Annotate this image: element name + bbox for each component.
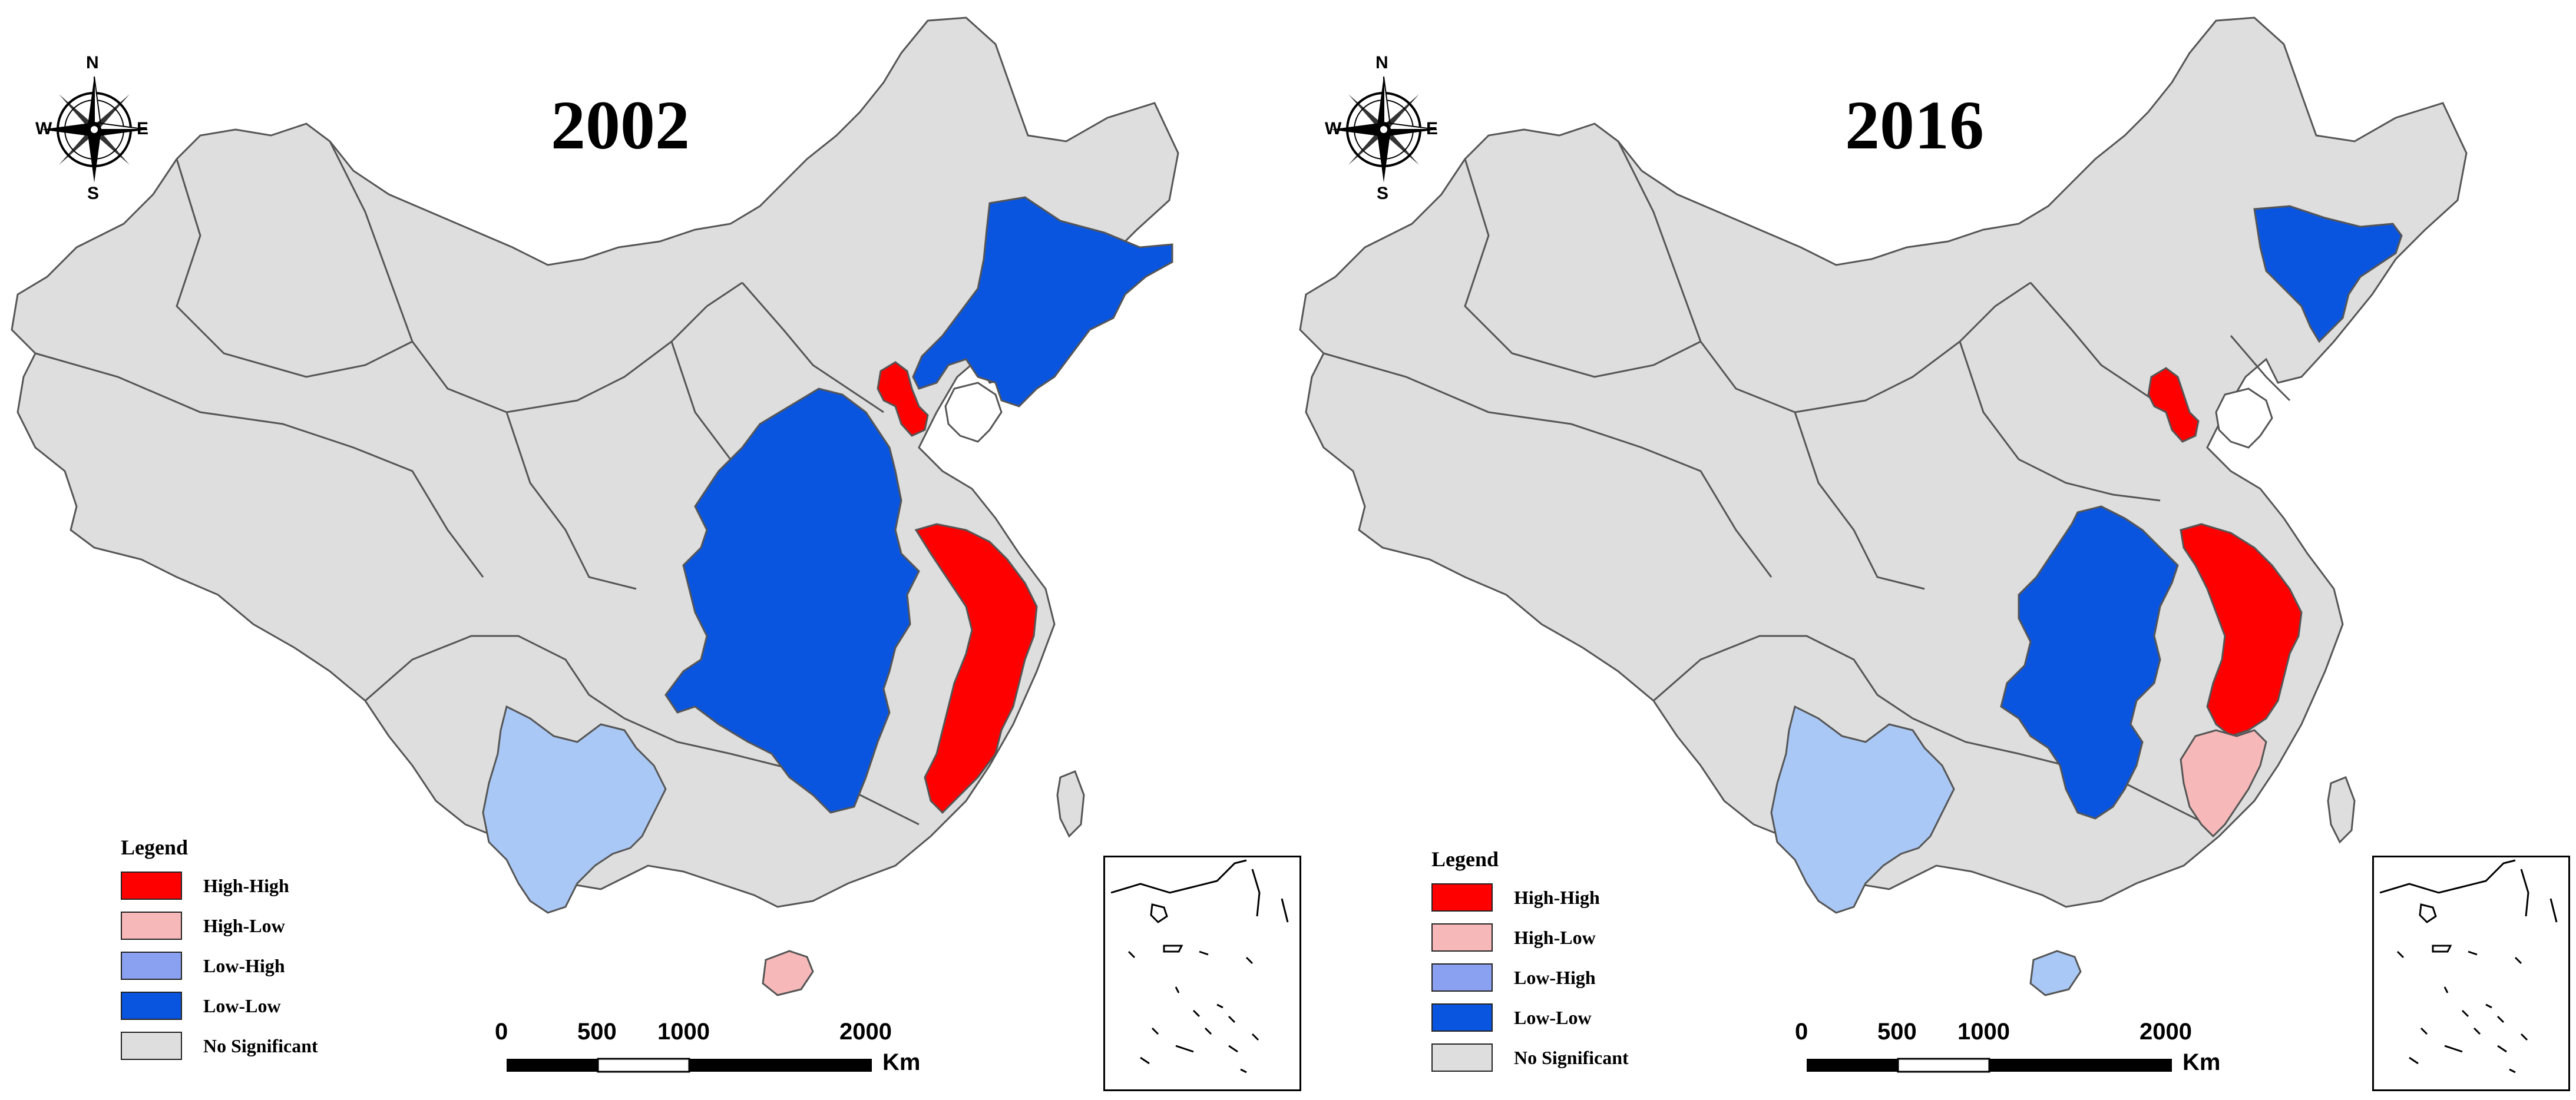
inset-map bbox=[2379, 859, 2558, 1074]
scale-tick-label: 2000 bbox=[2139, 1019, 2192, 1045]
scale-tick-label: 500 bbox=[1877, 1019, 1917, 1045]
map-panel-2016: 2016 N S W E Legend High-High High-Low bbox=[1288, 0, 2576, 1100]
legend-item: High-High bbox=[1431, 882, 1629, 913]
scale-tick-label: 500 bbox=[577, 1019, 617, 1045]
legend: Legend High-High High-Low Low-High Low-L… bbox=[1431, 847, 1629, 1082]
region-beijing-high-high bbox=[2147, 367, 2200, 443]
compass-south: S bbox=[1377, 184, 1389, 203]
legend-item: High-Low bbox=[121, 910, 318, 941]
legend-title: Legend bbox=[121, 836, 189, 859]
compass-rose-icon bbox=[1331, 76, 1437, 183]
legend-label: Low-High bbox=[203, 955, 285, 976]
legend-label: High-Low bbox=[1514, 926, 1596, 948]
legend-swatch-high-low bbox=[1431, 923, 1493, 952]
legend-label: High-Low bbox=[203, 915, 285, 936]
scale-unit-label: Km bbox=[882, 1049, 921, 1075]
legend-swatch-no-significant bbox=[121, 1032, 182, 1060]
legend-item: Low-Low bbox=[1431, 1002, 1629, 1033]
region-hainan-high-low bbox=[762, 950, 814, 996]
legend-item: Low-Low bbox=[121, 990, 318, 1021]
compass-rose: N S W E bbox=[1325, 53, 1443, 206]
map-panel-2002: 2002 N S W E Legend High-High High-Low bbox=[11, 16, 1301, 1091]
taiwan-island bbox=[2327, 776, 2356, 844]
legend-item: Low-High bbox=[121, 950, 318, 981]
legend-swatch-no-significant bbox=[1431, 1043, 1493, 1072]
bohai-sea bbox=[944, 382, 1003, 443]
legend-swatch-low-low bbox=[121, 992, 182, 1020]
region-eastcoast-high-high bbox=[2180, 523, 2303, 737]
legend-label: Low-Low bbox=[203, 995, 281, 1016]
region-northeast-low-low bbox=[912, 196, 1173, 407]
legend-swatch-low-high bbox=[121, 952, 182, 980]
map-title-year: 2016 bbox=[1845, 87, 1984, 164]
china-map-2002 bbox=[11, 16, 1179, 996]
legend: Legend High-High High-Low Low-High Low-L… bbox=[121, 835, 318, 1071]
scale-tick-label: 0 bbox=[1795, 1019, 1808, 1045]
legend-item: High-Low bbox=[1431, 922, 1629, 953]
compass-north: N bbox=[1375, 53, 1388, 72]
legend-label: No Significant bbox=[203, 1035, 318, 1056]
legend-item: Low-High bbox=[1431, 962, 1629, 993]
scale-tick-label: 2000 bbox=[839, 1019, 892, 1045]
legend-swatch-low-low bbox=[1431, 1003, 1493, 1032]
inset-map bbox=[1110, 859, 1289, 1074]
legend-label: No Significant bbox=[1514, 1046, 1629, 1068]
bohai-sea bbox=[2215, 387, 2273, 449]
legend-item: No Significant bbox=[1431, 1042, 1629, 1073]
legend-label: Low-Low bbox=[1514, 1006, 1592, 1028]
region-yunnan-low-high bbox=[1770, 705, 1955, 914]
region-fujian-high-low bbox=[2180, 729, 2267, 838]
map-title-year: 2002 bbox=[551, 87, 690, 164]
legend-label: Low-High bbox=[1514, 966, 1596, 988]
scale-bar-graphic bbox=[507, 1058, 872, 1073]
compass-rose: N S W E bbox=[35, 53, 153, 206]
region-eastcoast-high-high bbox=[914, 523, 1038, 814]
china-base-area bbox=[1299, 16, 2468, 908]
taiwan-island bbox=[1056, 770, 1085, 838]
region-hainan-low-high bbox=[2029, 950, 2082, 996]
region-northeast-low-low bbox=[2253, 205, 2403, 343]
region-yunnan-low-high bbox=[482, 705, 667, 914]
legend-title: Legend bbox=[1431, 847, 1499, 871]
scale-tick-label: 1000 bbox=[657, 1019, 710, 1045]
legend-swatch-high-high bbox=[121, 872, 182, 900]
legend-label: High-High bbox=[1514, 886, 1600, 908]
province-boundaries bbox=[35, 141, 920, 826]
scale-bar: 0 500 1000 2000 Km bbox=[495, 1019, 943, 1084]
legend-item: High-High bbox=[121, 870, 318, 901]
legend-swatch-high-low bbox=[121, 912, 182, 940]
region-central-low-low bbox=[2000, 505, 2179, 820]
scale-tick-label: 1000 bbox=[1957, 1019, 2010, 1045]
legend-item: No Significant bbox=[121, 1031, 318, 1061]
legend-swatch-low-high bbox=[1431, 963, 1493, 992]
scale-bar: 0 500 1000 2000 Km bbox=[1795, 1019, 2243, 1084]
china-map-2016 bbox=[1299, 16, 2468, 996]
compass-north: N bbox=[86, 53, 99, 72]
south-china-sea-inset bbox=[2372, 856, 2570, 1091]
scale-tick-label: 0 bbox=[495, 1019, 508, 1045]
compass-south: S bbox=[87, 184, 100, 203]
region-beijing-high-high bbox=[877, 361, 929, 437]
south-china-sea-inset bbox=[1103, 856, 1301, 1091]
scale-bar-graphic bbox=[1807, 1058, 2172, 1073]
legend-label: High-High bbox=[203, 874, 289, 896]
compass-rose-icon bbox=[41, 76, 148, 183]
legend-swatch-high-high bbox=[1431, 883, 1493, 912]
scale-unit-label: Km bbox=[2183, 1049, 2221, 1075]
region-central-low-low bbox=[664, 387, 920, 814]
